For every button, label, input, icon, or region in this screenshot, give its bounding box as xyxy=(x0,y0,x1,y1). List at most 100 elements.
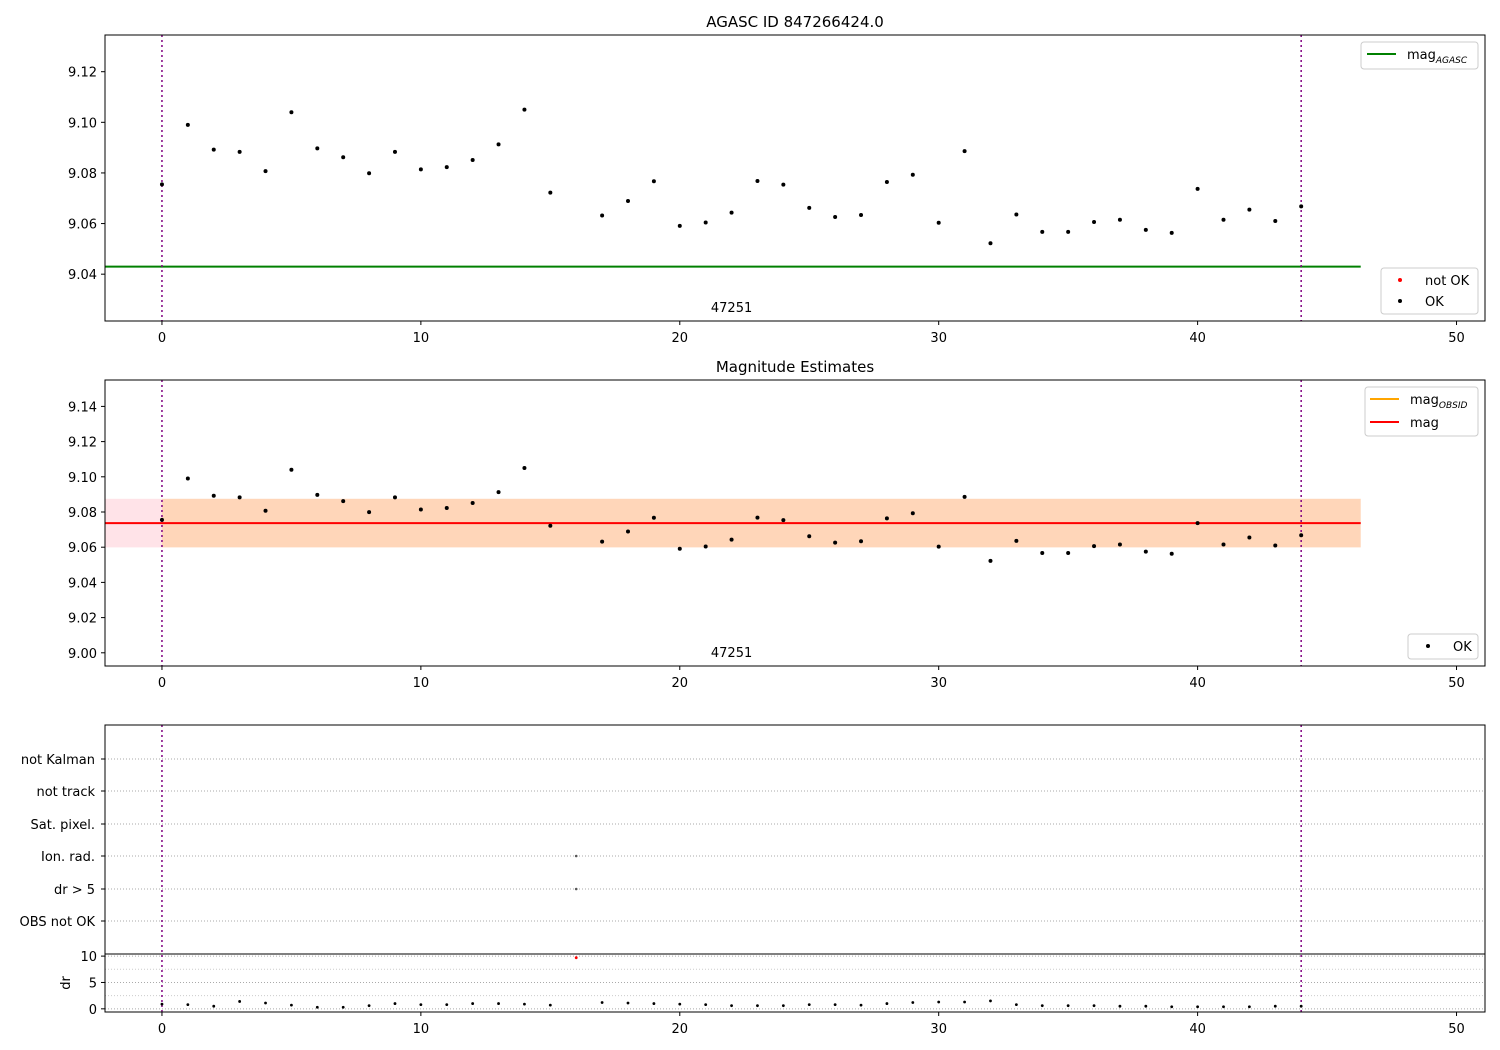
data-point-ok xyxy=(1066,1004,1070,1008)
data-point-ok xyxy=(1092,1004,1096,1008)
legend-label: not OK xyxy=(1425,274,1470,289)
data-point-ok xyxy=(393,1002,397,1005)
data-point-ok xyxy=(1117,542,1122,547)
x-tick-label: 40 xyxy=(1189,1022,1206,1037)
data-point-ok xyxy=(1014,212,1019,217)
flag-label: not Kalman xyxy=(21,753,95,768)
data-point-ok xyxy=(626,1001,630,1005)
data-point-ok xyxy=(341,1005,345,1009)
data-point-ok xyxy=(1143,549,1148,554)
data-point-ok xyxy=(418,167,423,172)
data-point-ok xyxy=(807,534,812,539)
data-point-ok xyxy=(341,499,346,504)
data-point-ok xyxy=(1299,204,1304,209)
data-point-ok xyxy=(264,1001,267,1005)
data-point-ok xyxy=(315,146,320,151)
data-point-ok xyxy=(1066,229,1071,234)
data-point-ok xyxy=(185,122,190,127)
legend-point-swatch xyxy=(1426,644,1430,648)
x-tick-label: 20 xyxy=(672,676,689,691)
panel-magnitude-estimates: Magnitude Estimates 47251 0 10 20 30 40 50 9.00 9… xyxy=(68,358,1486,691)
x-tick-label: 40 xyxy=(1189,331,1206,346)
flag-label: Ion. rad. xyxy=(41,850,95,865)
obsid-annotation: 47251 xyxy=(711,646,752,661)
legend-label-subscript: AGASC xyxy=(1435,56,1468,66)
data-point-not-ok xyxy=(574,956,578,960)
y-tick-label: 0 xyxy=(89,1003,97,1018)
legend-label: OK xyxy=(1453,640,1472,655)
x-tick-label: 20 xyxy=(672,1022,689,1037)
data-point-ok xyxy=(470,501,475,506)
data-point-ok xyxy=(703,220,708,225)
axes-frame xyxy=(104,724,1486,1013)
data-point-ok xyxy=(651,515,656,520)
legend-box xyxy=(1360,41,1479,70)
legend-label-subscript: OBSID xyxy=(1439,401,1468,411)
data-point-ok xyxy=(212,1004,216,1008)
data-point-ok xyxy=(937,1000,941,1004)
data-point-ok xyxy=(704,1003,708,1007)
data-point-ok xyxy=(445,1003,449,1007)
legend-label: mag xyxy=(1410,416,1439,431)
data-point-ok xyxy=(522,107,527,112)
x-tick-label: 0 xyxy=(158,676,166,691)
data-point-ok xyxy=(678,1002,682,1006)
data-point-ok xyxy=(600,1001,604,1004)
data-point-ok xyxy=(962,494,967,499)
data-point-ok xyxy=(1196,1005,1200,1009)
data-point-ok xyxy=(522,466,527,470)
x-tick-label: 10 xyxy=(413,1022,430,1037)
data-point-ok xyxy=(1117,217,1122,222)
y-tick-label: 5 xyxy=(89,976,97,991)
data-point-ok xyxy=(884,180,889,185)
data-point-ok xyxy=(756,1004,759,1008)
x-tick-label: 30 xyxy=(930,331,947,346)
data-point-ok xyxy=(1247,207,1252,212)
data-point-ok xyxy=(444,505,449,510)
data-point-ok xyxy=(263,508,268,513)
data-point-ok xyxy=(548,1003,552,1007)
data-point-ok xyxy=(418,507,423,512)
data-point-ok xyxy=(419,1003,423,1007)
panel-flags-dr: OBS not OK dr > 5 Ion. rad. Sat. pixel. not … xyxy=(20,724,1486,1037)
data-point-ok xyxy=(341,155,346,160)
data-point-ok xyxy=(1273,543,1278,548)
data-point-ok xyxy=(392,495,397,500)
data-point-ok xyxy=(367,1004,371,1008)
legend-points: OK xyxy=(1407,633,1479,660)
data-point-ok xyxy=(884,516,889,521)
data-point-ok xyxy=(186,1003,190,1007)
flag-point xyxy=(574,887,578,891)
data-point-ok xyxy=(651,179,656,184)
data-point-ok xyxy=(444,165,449,170)
data-point-ok xyxy=(1222,1005,1225,1009)
data-point-ok xyxy=(781,518,786,523)
data-point-ok xyxy=(548,190,553,195)
data-point-ok xyxy=(238,1000,242,1003)
data-point-ok xyxy=(290,1003,293,1007)
data-point-ok xyxy=(600,539,605,544)
data-point-ok xyxy=(807,205,812,210)
data-point-ok xyxy=(755,515,760,520)
data-point-ok xyxy=(1221,542,1226,547)
legend-label-main: mag xyxy=(1410,393,1439,408)
data-point-ok xyxy=(988,558,993,563)
x-tick-label: 0 xyxy=(158,331,166,346)
data-point-ok xyxy=(936,544,941,549)
y-axis-label: dr xyxy=(59,976,74,990)
x-tick-label: 30 xyxy=(930,1022,947,1037)
data-point-ok xyxy=(600,213,605,218)
y-tick-label: 9.04 xyxy=(68,576,97,591)
y-tick-label: 9.10 xyxy=(68,471,97,486)
x-tick-label: 50 xyxy=(1448,676,1465,691)
x-tick-label: 50 xyxy=(1448,1022,1465,1037)
data-point-ok xyxy=(833,214,838,219)
data-point-ok xyxy=(1040,551,1045,556)
y-tick-label: 9.00 xyxy=(68,647,97,662)
x-tick-label: 10 xyxy=(413,676,430,691)
legend-label-main: mag xyxy=(1410,416,1439,431)
data-point-ok xyxy=(263,169,268,174)
data-point-ok xyxy=(160,1002,164,1006)
